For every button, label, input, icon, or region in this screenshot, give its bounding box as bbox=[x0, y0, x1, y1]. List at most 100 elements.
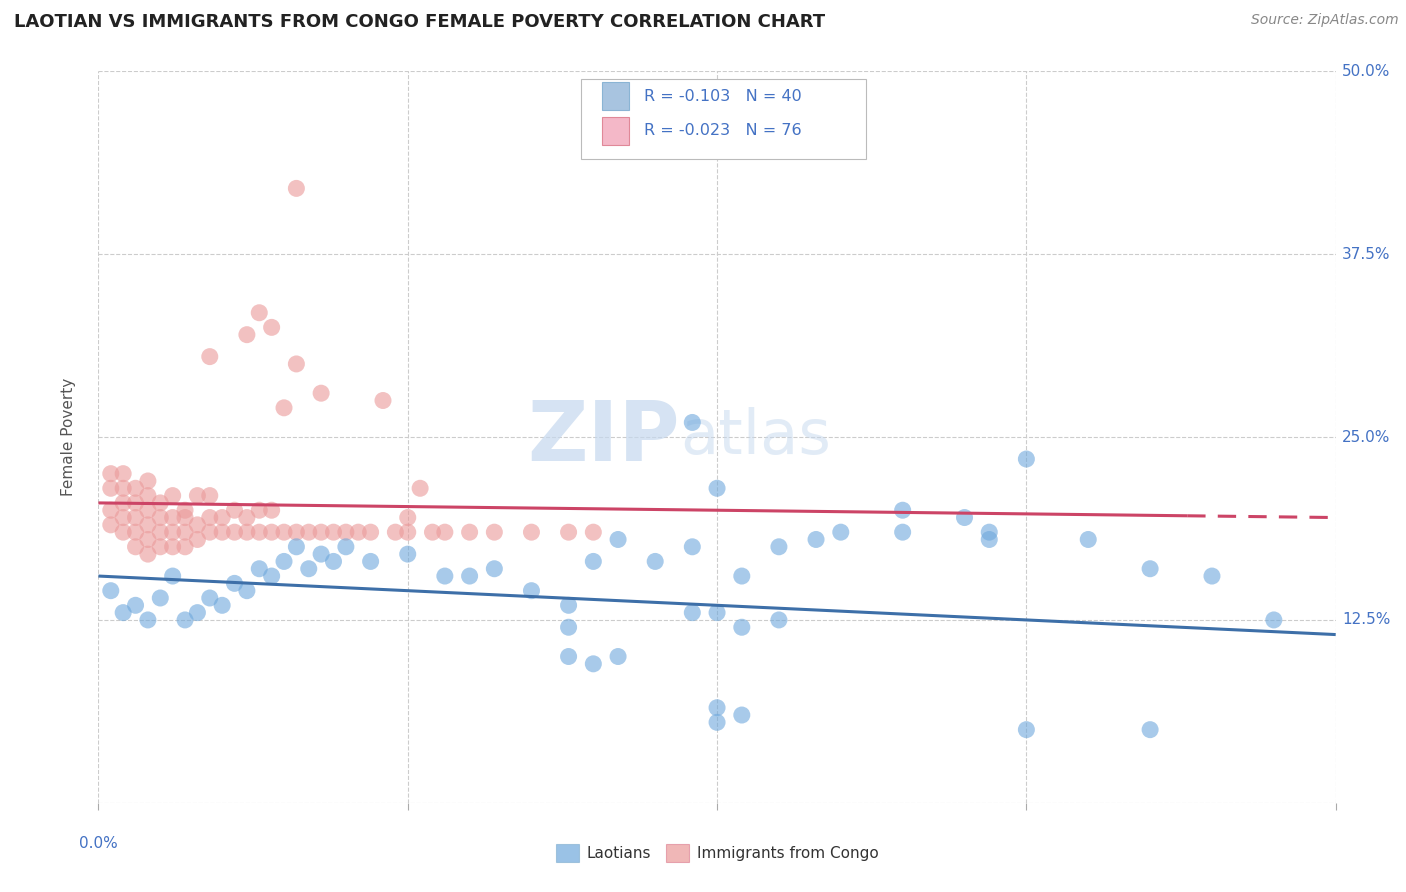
Point bbox=[322, 554, 344, 568]
Legend: Laotians, Immigrants from Congo: Laotians, Immigrants from Congo bbox=[550, 838, 884, 868]
Point bbox=[124, 599, 146, 613]
Point bbox=[136, 489, 159, 503]
Point bbox=[484, 562, 506, 576]
Text: R = -0.023   N = 76: R = -0.023 N = 76 bbox=[644, 123, 801, 138]
Text: ZIP: ZIP bbox=[527, 397, 681, 477]
Point bbox=[162, 540, 184, 554]
Point bbox=[211, 599, 233, 613]
Point bbox=[1015, 452, 1038, 467]
Text: 12.5%: 12.5% bbox=[1341, 613, 1391, 627]
Point bbox=[100, 481, 122, 495]
Point bbox=[607, 533, 630, 547]
Point bbox=[136, 517, 159, 532]
Point bbox=[582, 554, 605, 568]
Point bbox=[335, 525, 357, 540]
Point bbox=[557, 525, 579, 540]
FancyBboxPatch shape bbox=[602, 117, 630, 145]
Point bbox=[1015, 723, 1038, 737]
Text: Source: ZipAtlas.com: Source: ZipAtlas.com bbox=[1251, 13, 1399, 28]
Point bbox=[285, 525, 308, 540]
Point bbox=[557, 649, 579, 664]
Text: 0.0%: 0.0% bbox=[79, 836, 118, 851]
Point bbox=[1263, 613, 1285, 627]
Text: 25.0%: 25.0% bbox=[1341, 430, 1391, 444]
Point bbox=[1139, 723, 1161, 737]
Point bbox=[149, 591, 172, 605]
Point bbox=[681, 416, 703, 430]
Point bbox=[706, 715, 728, 730]
Point bbox=[124, 510, 146, 524]
Point bbox=[830, 525, 852, 540]
Point bbox=[557, 620, 579, 634]
Point bbox=[706, 700, 728, 714]
FancyBboxPatch shape bbox=[581, 78, 866, 159]
Point bbox=[100, 467, 122, 481]
Text: LAOTIAN VS IMMIGRANTS FROM CONGO FEMALE POVERTY CORRELATION CHART: LAOTIAN VS IMMIGRANTS FROM CONGO FEMALE … bbox=[14, 13, 825, 31]
Point bbox=[100, 503, 122, 517]
Point bbox=[1077, 533, 1099, 547]
Point bbox=[236, 525, 259, 540]
Point bbox=[247, 306, 270, 320]
Point bbox=[409, 481, 432, 495]
Point bbox=[149, 540, 172, 554]
Point bbox=[236, 510, 259, 524]
Point bbox=[285, 540, 308, 554]
Point bbox=[1201, 569, 1223, 583]
Point bbox=[298, 562, 321, 576]
Point bbox=[309, 525, 332, 540]
Point bbox=[582, 657, 605, 671]
Point bbox=[396, 525, 419, 540]
Point bbox=[360, 554, 382, 568]
Point bbox=[211, 510, 233, 524]
Point bbox=[607, 649, 630, 664]
Point bbox=[174, 525, 197, 540]
Point bbox=[162, 489, 184, 503]
Point bbox=[112, 525, 135, 540]
Point bbox=[198, 525, 221, 540]
FancyBboxPatch shape bbox=[602, 82, 630, 110]
Point bbox=[174, 510, 197, 524]
Point bbox=[484, 525, 506, 540]
Point bbox=[309, 386, 332, 401]
Point bbox=[422, 525, 444, 540]
Point bbox=[136, 547, 159, 561]
Point bbox=[174, 503, 197, 517]
Point bbox=[520, 525, 543, 540]
Point bbox=[149, 525, 172, 540]
Point bbox=[273, 401, 295, 415]
Text: 37.5%: 37.5% bbox=[1341, 247, 1391, 261]
Point bbox=[100, 583, 122, 598]
Point bbox=[396, 510, 419, 524]
Point bbox=[136, 503, 159, 517]
Point bbox=[149, 510, 172, 524]
Point bbox=[186, 533, 208, 547]
Y-axis label: Female Poverty: Female Poverty bbox=[60, 378, 76, 496]
Point bbox=[247, 503, 270, 517]
Point bbox=[136, 613, 159, 627]
Point bbox=[458, 525, 481, 540]
Text: R = -0.103   N = 40: R = -0.103 N = 40 bbox=[644, 88, 801, 103]
Point bbox=[112, 510, 135, 524]
Point bbox=[124, 540, 146, 554]
Point bbox=[335, 540, 357, 554]
Point bbox=[285, 357, 308, 371]
Point bbox=[224, 525, 246, 540]
Text: atlas: atlas bbox=[681, 407, 831, 467]
Point bbox=[236, 327, 259, 342]
Point bbox=[186, 517, 208, 532]
Point bbox=[891, 525, 914, 540]
Point bbox=[706, 481, 728, 495]
Point bbox=[891, 503, 914, 517]
Point bbox=[557, 599, 579, 613]
Point bbox=[260, 503, 283, 517]
Point bbox=[582, 525, 605, 540]
Point bbox=[174, 540, 197, 554]
Point bbox=[979, 525, 1001, 540]
Point bbox=[186, 489, 208, 503]
Point bbox=[309, 547, 332, 561]
Point bbox=[260, 569, 283, 583]
Point bbox=[236, 583, 259, 598]
Point bbox=[458, 569, 481, 583]
Point bbox=[198, 510, 221, 524]
Point bbox=[100, 517, 122, 532]
